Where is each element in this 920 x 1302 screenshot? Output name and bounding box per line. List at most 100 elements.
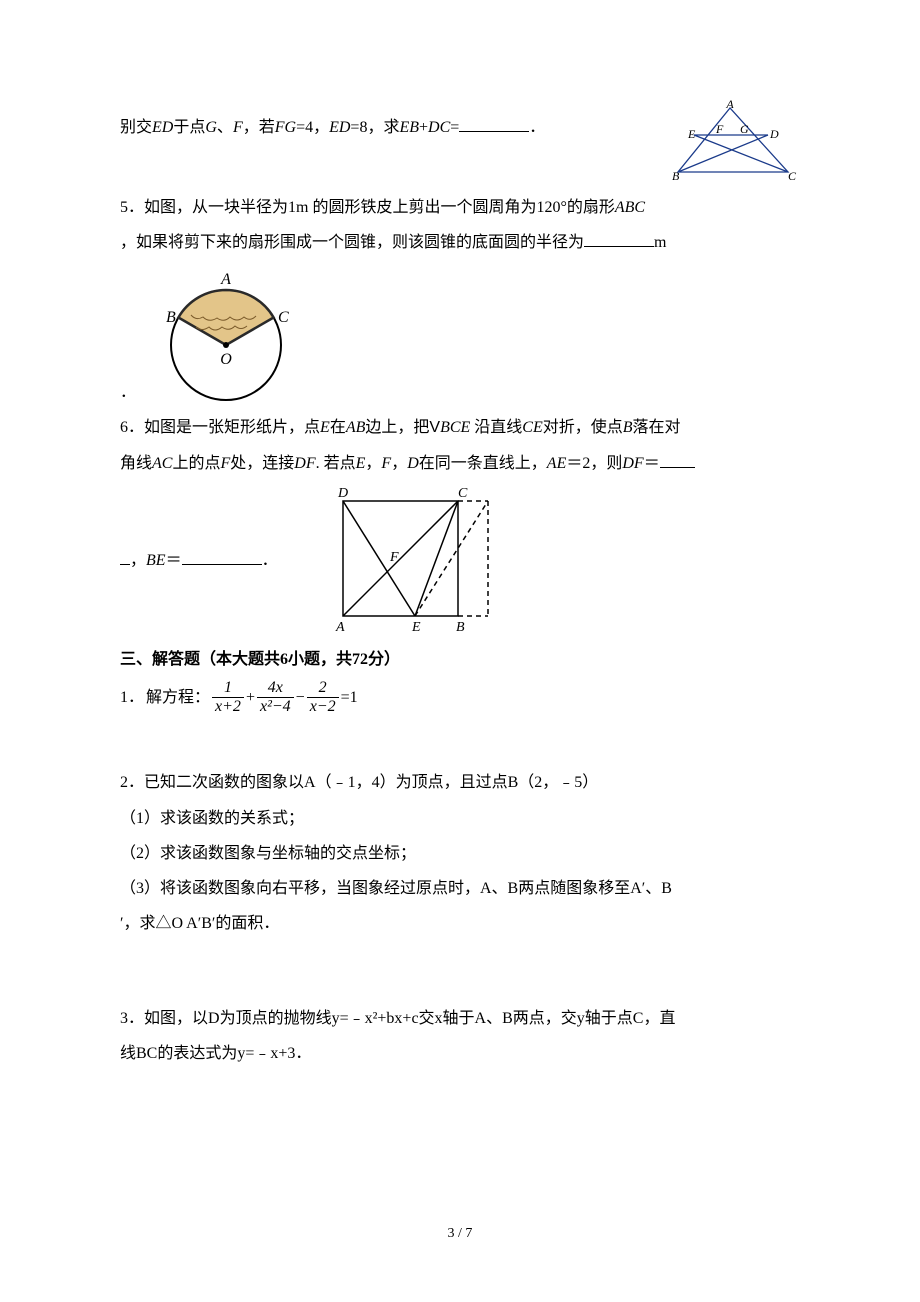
q6-l2i: ，	[365, 455, 381, 472]
svg-text:E: E	[687, 127, 696, 141]
q6-l2g: . 若点	[316, 455, 356, 472]
q6-l2a: 角线	[120, 455, 152, 472]
p2-l2: （1）求该函数的关系式；	[120, 801, 800, 836]
q6-l2d: F	[220, 455, 230, 472]
q6-l2f: DF	[294, 455, 315, 472]
p2-num: 2．	[120, 774, 144, 791]
q4-figure: A E F G D B C	[660, 100, 800, 190]
q6-l2b: AC	[152, 455, 172, 472]
p2-l3: （2）求该函数图象与坐标轴的交点坐标；	[120, 836, 800, 871]
q6-l1c: 在	[330, 419, 346, 436]
svg-text:B: B	[166, 309, 176, 326]
p1-frac3: 2x−2	[307, 679, 339, 715]
q4-t15: ．	[529, 119, 545, 136]
svg-text:C: C	[458, 486, 468, 501]
p1-frac2: 4xx²−4	[257, 679, 294, 715]
q6-blank1b	[120, 548, 130, 565]
svg-text:C: C	[278, 309, 289, 326]
section3-heading: 三、解答题（本大题共6小题，共72分）	[120, 641, 800, 679]
q6-l2p: DF	[622, 455, 643, 472]
q6-l1h: 沿直线	[470, 419, 522, 436]
q6-l1k: B	[623, 419, 633, 436]
q6-l3a: ，	[130, 552, 146, 569]
p1-minus: −	[296, 680, 305, 715]
q4-line: 别交ED于点G、F，若FG=4，ED=8，求EB+DC=．	[120, 110, 650, 145]
q6-figure: D C A E B F	[318, 481, 508, 641]
q6-l1g: BCE	[440, 419, 470, 436]
q5-line2: ，如果将剪下来的扇形围成一个圆锥，则该圆锥的底面圆的半径为 m	[120, 225, 800, 260]
q4-t5: F	[233, 119, 243, 136]
q4-t8: =4，	[296, 119, 329, 136]
p1-plus: +	[246, 680, 255, 715]
q6-l3d: ．	[262, 552, 278, 569]
q6-blank1	[660, 451, 695, 468]
q4-t9: ED	[329, 119, 350, 136]
q6-l2l: D	[407, 455, 419, 472]
p2-l5: ′，求△O A′B′的面积．	[120, 906, 800, 941]
p2-l1t: 已知二次函数的图象以A（﹣1，4）为顶点，且过点B（2，﹣5）	[144, 774, 598, 791]
q6-l2k: ，	[391, 455, 407, 472]
q4-t11: EB	[399, 119, 419, 136]
svg-text:F: F	[715, 122, 724, 136]
page-number: 3 / 7	[0, 1226, 920, 1242]
p3-l1t: 如图，以D为顶点的抛物线y=﹣x²+bx+c交x轴于A、B两点，交y轴于点C，直	[144, 1010, 675, 1027]
q6-l1f: V	[429, 419, 440, 436]
svg-text:G: G	[740, 122, 749, 136]
svg-text:A: A	[335, 620, 345, 635]
q4-blank	[459, 115, 529, 132]
q5-num: 5．	[120, 199, 144, 216]
q4-t7: FG	[275, 119, 296, 136]
q6-line1: 6．如图是一张矩形纸片，点E在AB边上，把VBCE 沿直线CE对折，使点B落在对	[120, 410, 800, 445]
p1-label: 解方程：	[146, 680, 210, 715]
q6-l2m: 在同一条直线上，	[419, 455, 547, 472]
svg-text:D: D	[337, 486, 348, 501]
q5-l1a: 如图，从一块半径为1m 的圆形铁皮上剪出一个圆周角为120°的扇形	[144, 199, 615, 216]
q5-l2a: ，如果将剪下来的扇形围成一个圆锥，则该圆锥的底面圆的半径为	[120, 234, 584, 251]
q6-l2n: AE	[547, 455, 567, 472]
svg-text:B: B	[456, 620, 465, 635]
p3-l2: 线BC的表达式为y=﹣x+3．	[120, 1036, 800, 1071]
q6-line3: ，BE＝ ．	[120, 543, 278, 578]
svg-text:C: C	[788, 169, 797, 183]
q6-l1d: AB	[346, 419, 366, 436]
q4-t10: =8，求	[350, 119, 399, 136]
q6-l2q: ＝	[644, 455, 660, 472]
q6-l1b: E	[320, 419, 330, 436]
svg-text:A: A	[725, 100, 734, 111]
p1-frac1: 1x+2	[212, 679, 244, 715]
q6-line2: 角线AC上的点F处，连接DF. 若点E，F，D在同一条直线上，AE＝2，则DF＝	[120, 446, 800, 481]
q6-l3c: ＝	[166, 552, 182, 569]
q6-num: 6．	[120, 419, 144, 436]
p1-eq: =1	[341, 680, 358, 715]
q4-t12: +	[419, 119, 428, 136]
q5-line1: 5．如图，从一块半径为1m 的圆形铁皮上剪出一个圆周角为120°的扇形ABC	[120, 190, 800, 225]
q5-l1b: ABC	[615, 199, 645, 216]
q6-l2h: E	[356, 455, 366, 472]
p2-l1: 2．已知二次函数的图象以A（﹣1，4）为顶点，且过点B（2，﹣5）	[120, 765, 800, 800]
q4-t6: ，若	[243, 119, 275, 136]
q5-dot: ．	[120, 375, 136, 410]
p1-num: 1．	[120, 680, 144, 715]
q6-l2e: 处，连接	[230, 455, 294, 472]
svg-text:O: O	[220, 351, 232, 368]
p2-l4: （3）将该函数图象向右平移，当图象经过原点时，A、B两点随图象移至A′、B	[120, 871, 800, 906]
q6-blank2	[182, 548, 262, 565]
q6-l2j: F	[381, 455, 391, 472]
q5-blank	[584, 230, 654, 247]
q5-unit: m	[654, 234, 666, 251]
svg-text:F: F	[389, 550, 399, 565]
q6-l1e: 边上，把	[365, 419, 429, 436]
svg-text:B: B	[672, 169, 680, 183]
q6-l2c: 上的点	[172, 455, 220, 472]
q6-l2o: ＝2，则	[566, 455, 622, 472]
q4-t14: =	[450, 119, 459, 136]
svg-text:E: E	[411, 620, 421, 635]
q6-l3b: BE	[146, 552, 166, 569]
q5-figure: A B C O	[146, 260, 306, 410]
q6-l1a: 如图是一张矩形纸片，点	[144, 419, 320, 436]
q6-l1j: 对折，使点	[543, 419, 623, 436]
svg-text:D: D	[769, 127, 779, 141]
q6-l1l: 落在对	[633, 419, 681, 436]
q4-t13: DC	[428, 119, 450, 136]
q6-l1i: CE	[522, 419, 542, 436]
